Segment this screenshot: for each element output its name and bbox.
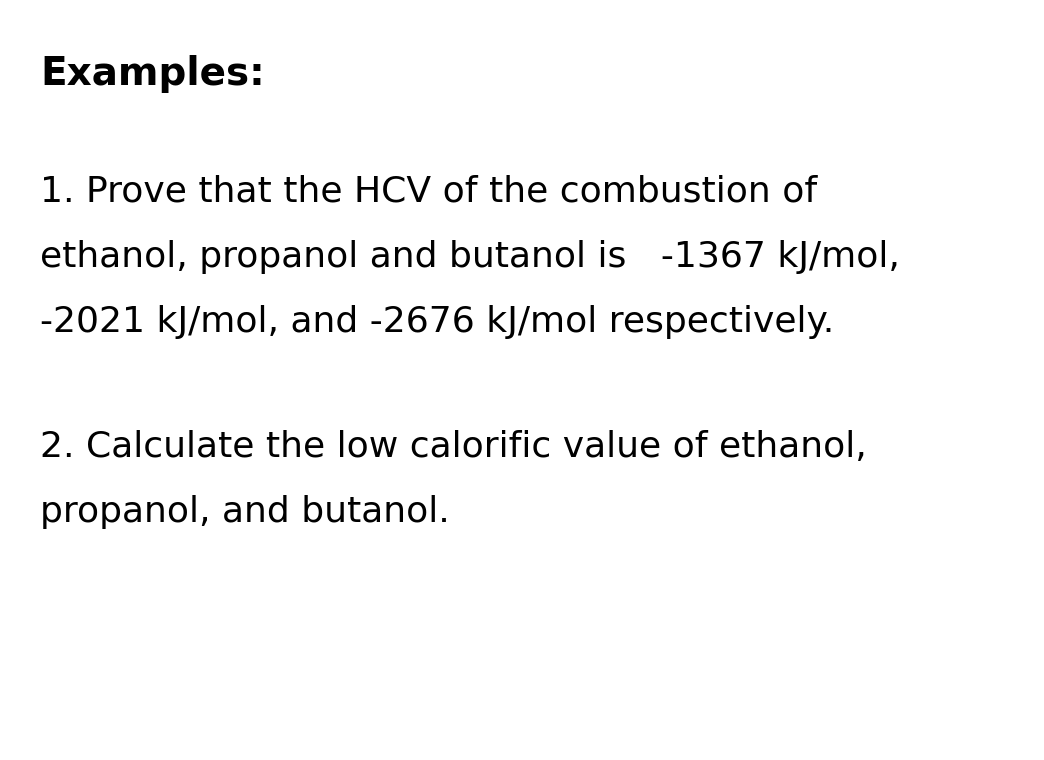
Text: 1. Prove that the HCV of the combustion of: 1. Prove that the HCV of the combustion … — [40, 175, 817, 209]
Text: -2021 kJ/mol, and -2676 kJ/mol respectively.: -2021 kJ/mol, and -2676 kJ/mol respectiv… — [40, 305, 834, 339]
Text: 2. Calculate the low calorific value of ethanol,: 2. Calculate the low calorific value of … — [40, 430, 867, 464]
Text: ethanol, propanol and butanol is   -1367 kJ/mol,: ethanol, propanol and butanol is -1367 k… — [40, 240, 900, 274]
Text: propanol, and butanol.: propanol, and butanol. — [40, 495, 450, 529]
Text: Examples:: Examples: — [40, 55, 265, 93]
